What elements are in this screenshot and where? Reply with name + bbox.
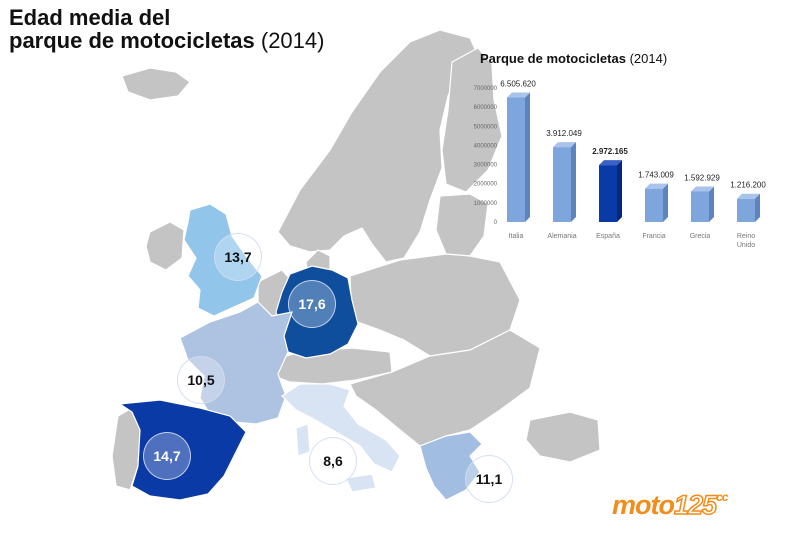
chart-title-year: (2014) — [629, 51, 668, 66]
bar-side — [709, 186, 714, 222]
age-label-uk: 13,7 — [214, 233, 262, 281]
x-category-label: Grecia — [690, 233, 711, 240]
sicily-shape — [345, 473, 377, 493]
turkey-shape — [525, 411, 601, 463]
baltics-shape — [435, 193, 489, 257]
bar-top — [737, 193, 760, 199]
bar-side — [525, 92, 530, 223]
x-category-label: Alemania — [547, 233, 576, 240]
age-label-germany: 17,6 — [288, 280, 336, 328]
title-line-2-text: parque de motocicletas — [9, 28, 255, 53]
italy-shape — [281, 383, 401, 473]
x-category-label: España — [596, 233, 620, 240]
bar-side — [571, 142, 576, 222]
y-tick-label: 0 — [494, 220, 498, 226]
scandinavia-shape — [277, 29, 481, 263]
x-category-label-line: Italia — [509, 233, 524, 240]
chart-title: Parque de motocicletas (2014) — [480, 51, 667, 66]
x-category-label: Francia — [642, 233, 665, 240]
title-line-1: Edad media del — [9, 5, 171, 30]
logo-part-1: moto — [612, 490, 675, 520]
title-line-2: parque de motocicletas (2014) — [9, 29, 324, 52]
y-tick-label: 1000000 — [474, 201, 498, 207]
bar — [507, 97, 525, 222]
bar-value-label: 3.912.049 — [546, 129, 582, 138]
bar-value-label: 1.743.009 — [638, 171, 674, 180]
bar-side — [755, 193, 760, 222]
x-category-label-line: España — [596, 233, 620, 240]
finland-shape — [441, 47, 503, 193]
bars: 6.505.620 Italia 3.912.049 Alemania 2.972.16… — [500, 79, 766, 249]
y-tick-label: 4000000 — [474, 143, 498, 149]
balkans-shape — [349, 329, 541, 447]
logo-part-2: 125 — [673, 489, 718, 521]
age-label-france: 10,5 — [177, 356, 225, 404]
sardinia-shape — [295, 423, 311, 457]
y-tick-label: 2000000 — [474, 182, 498, 188]
bar — [645, 188, 663, 222]
bar-value-label: 1.216.200 — [730, 181, 766, 190]
y-tick-label: 3000000 — [474, 163, 498, 169]
other-countries — [111, 29, 601, 491]
x-category-label-line: Alemania — [547, 233, 576, 240]
x-category-label-line: Francia — [642, 233, 665, 240]
logo-cc: cc — [716, 490, 728, 504]
x-category-label: Reino Unido — [737, 233, 755, 249]
y-tick-label: 5000000 — [474, 124, 498, 130]
bar — [599, 165, 617, 222]
x-category-label-line: Grecia — [690, 233, 711, 240]
age-label-greece: 11,1 — [465, 455, 513, 503]
ireland-shape — [145, 221, 185, 271]
bar-top — [507, 92, 530, 98]
bar-top — [599, 160, 622, 166]
x-category-label: Italia — [509, 233, 524, 240]
y-tick-label: 6000000 — [474, 105, 498, 111]
y-axis-ticks: 0 1000000 2000000 3000000 4000000 5000000 6000… — [474, 86, 498, 226]
bar-top — [691, 186, 714, 192]
x-category-label-line: Reino — [737, 233, 755, 240]
map-title: Edad media del parque de motocicletas (2… — [9, 6, 324, 52]
age-label-spain: 14,7 — [143, 432, 191, 480]
chart-title-text: Parque de motocicletas — [480, 51, 626, 66]
iceland-shape — [121, 67, 191, 101]
bar-value-label: 2.972.165 — [592, 147, 628, 156]
bar — [737, 198, 755, 222]
bar-top — [645, 183, 668, 189]
bar-value-label: 6.505.620 — [500, 79, 536, 88]
bar-chart: 0 1000000 2000000 3000000 4000000 5000000 6000… — [474, 79, 767, 249]
bar-side — [663, 183, 668, 222]
bar — [553, 147, 571, 222]
bar-top — [553, 142, 576, 148]
moto125-logo: moto125cc — [612, 489, 728, 521]
bar — [691, 191, 709, 222]
age-label-italy: 8,6 — [309, 437, 357, 485]
y-tick-label: 7000000 — [474, 86, 498, 92]
bar-value-label: 1.592.929 — [684, 174, 720, 183]
x-category-label-line: Unido — [737, 242, 755, 249]
title-year: (2014) — [260, 28, 325, 53]
bar-side — [617, 160, 622, 222]
